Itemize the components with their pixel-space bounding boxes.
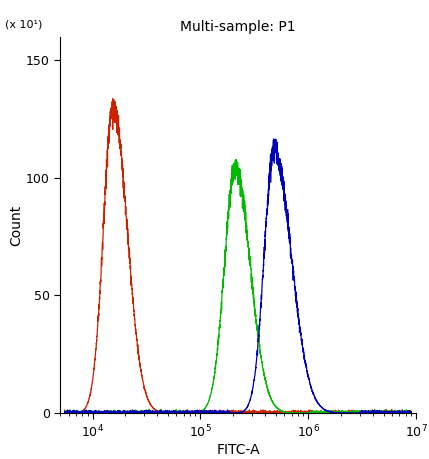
X-axis label: FITC-A: FITC-A bbox=[216, 443, 260, 457]
Title: Multi-sample: P1: Multi-sample: P1 bbox=[180, 20, 296, 34]
Text: (x 10¹): (x 10¹) bbox=[5, 19, 42, 29]
Y-axis label: Count: Count bbox=[9, 204, 23, 246]
